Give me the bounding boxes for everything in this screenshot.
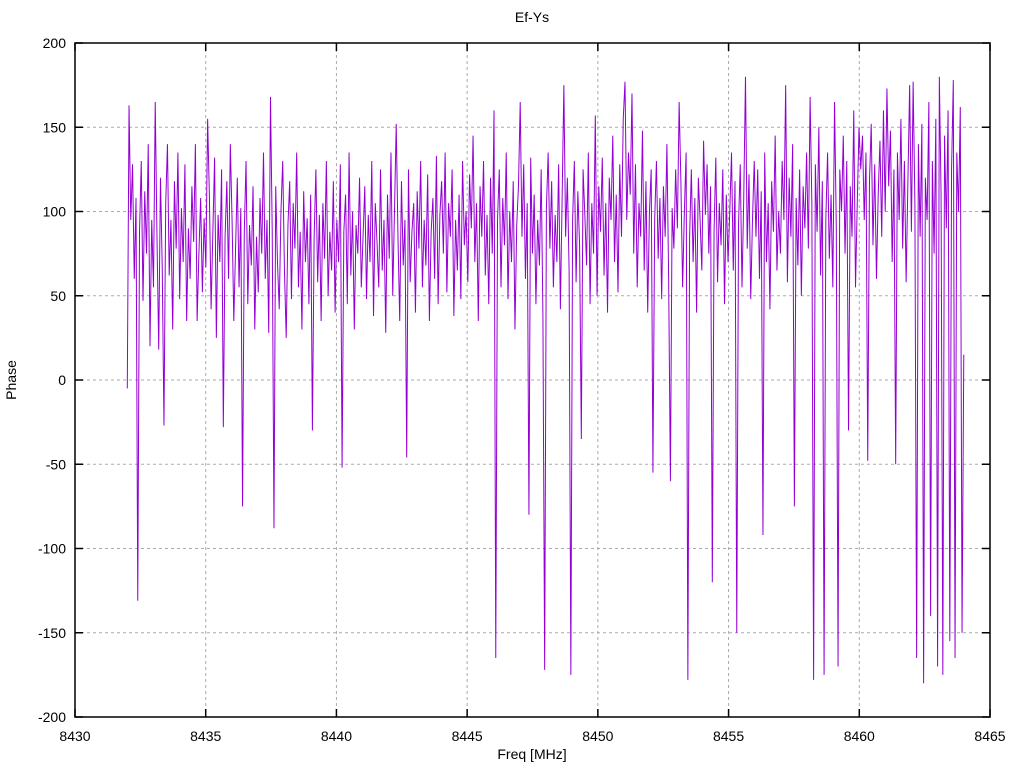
- data-layer: [126, 76, 965, 684]
- x-tick-label: 8435: [190, 728, 221, 744]
- grid: [75, 43, 990, 717]
- y-tick-label: 0: [58, 372, 66, 388]
- y-axis-label: Phase: [3, 360, 19, 400]
- chart-title: Ef-Ys: [515, 9, 549, 25]
- tick-labels: 8430 8435 8440 8445 8450 8455 8460 8465 -200 -150…: [38, 35, 1006, 744]
- x-axis-label: Freq [MHz]: [497, 746, 566, 762]
- y-tick-label: -150: [38, 625, 66, 641]
- x-tick-label: 8450: [582, 728, 613, 744]
- x-tick-label: 8460: [844, 728, 875, 744]
- phase-trace: [126, 76, 965, 684]
- y-tick-label: -200: [38, 709, 66, 725]
- x-tick-label: 8455: [713, 728, 744, 744]
- x-tick-label: 8445: [452, 728, 483, 744]
- y-tick-label: 100: [43, 204, 67, 220]
- plot-border: [74, 42, 991, 718]
- y-tick-label: 200: [43, 35, 67, 51]
- y-tick-label: -50: [46, 456, 66, 472]
- x-tick-label: 8465: [974, 728, 1005, 744]
- x-tick-label: 8440: [321, 728, 352, 744]
- y-tick-label: 50: [50, 288, 66, 304]
- x-tick-label: 8430: [59, 728, 90, 744]
- y-tick-label: -100: [38, 541, 66, 557]
- y-tick-label: 150: [43, 119, 67, 135]
